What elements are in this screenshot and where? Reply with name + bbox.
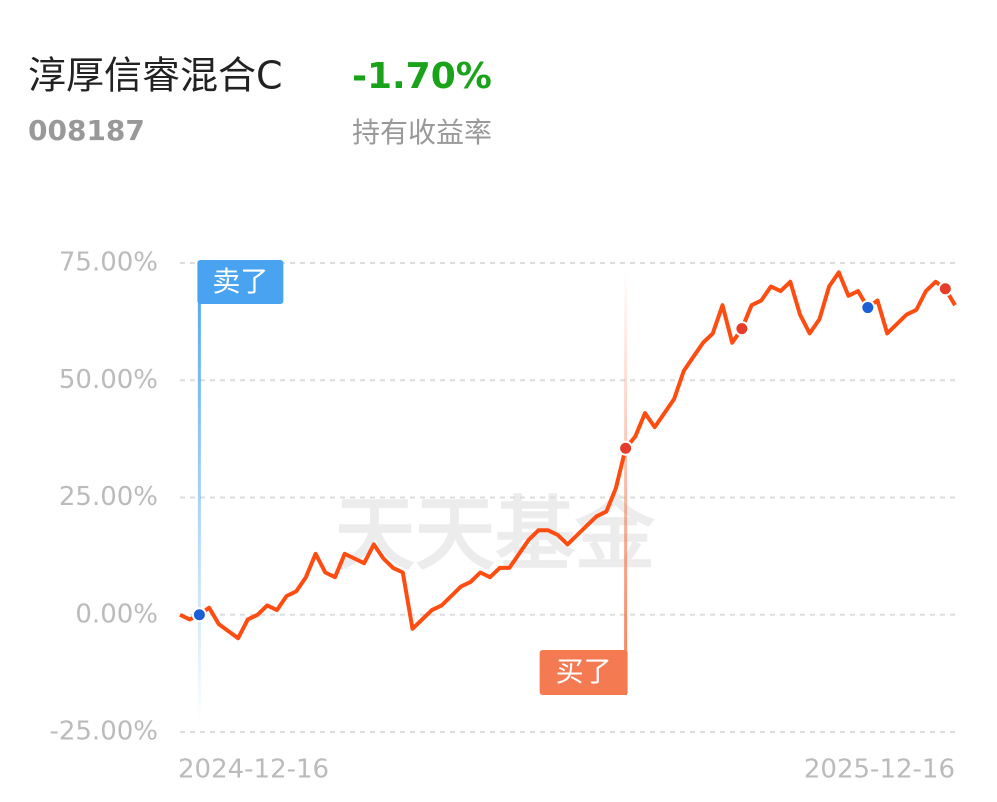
- x-tick-label: 2025-12-16: [804, 755, 955, 785]
- x-tick-label: 2024-12-16: [178, 755, 329, 785]
- sell-line: [197, 262, 201, 722]
- buy-tag: [539, 650, 628, 695]
- y-tick-label: 75.00%: [59, 248, 158, 278]
- trade-dot: [618, 440, 634, 456]
- buy-line: [624, 270, 628, 695]
- y-tick-label: -25.00%: [49, 717, 158, 747]
- fund-code: 008187: [28, 114, 145, 147]
- y-tick-label: 0.00%: [75, 599, 158, 629]
- return-label: 持有收益率: [352, 116, 492, 149]
- trade-dot: [734, 321, 750, 337]
- watermark: 天天基金: [335, 488, 656, 581]
- sell-tag: [197, 260, 284, 304]
- return-value: -1.70%: [352, 56, 492, 97]
- trade-dot: [860, 300, 876, 316]
- fund-name: 淳厚信睿混合C: [28, 54, 283, 98]
- line: [179, 270, 957, 641]
- sell-tag-label: 卖了: [212, 265, 268, 298]
- buy-tag-label: 买了: [556, 655, 612, 688]
- y-tick-label: 25.00%: [59, 482, 158, 512]
- y-tick-label: 50.00%: [59, 365, 158, 395]
- trade-dot: [191, 607, 207, 623]
- trade-dot: [937, 281, 953, 297]
